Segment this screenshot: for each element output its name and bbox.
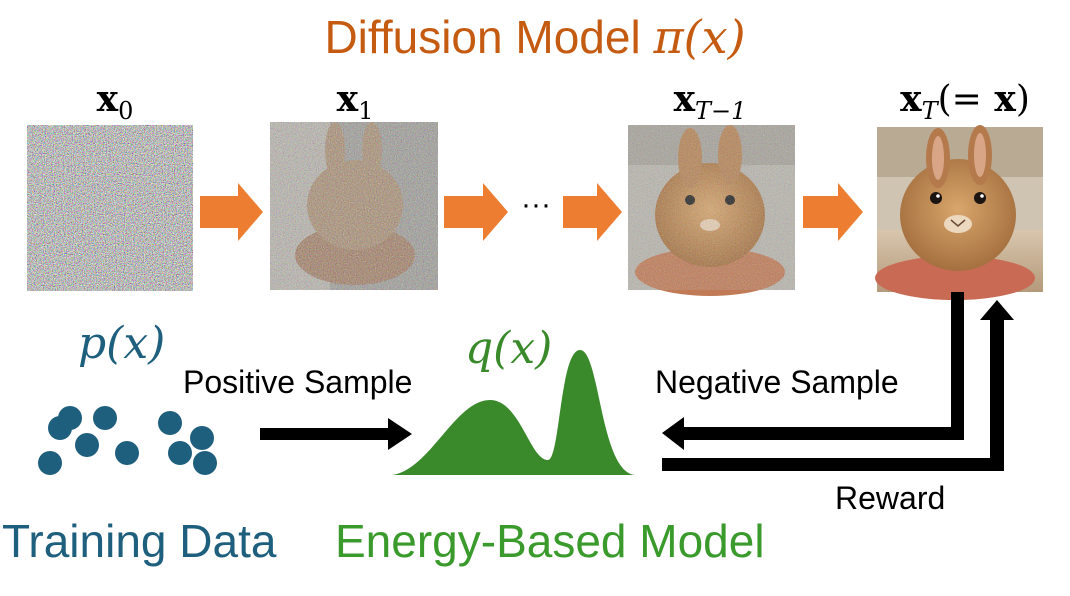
label-xT: 𝐱T(= 𝐱) xyxy=(900,78,1030,126)
image-xT xyxy=(875,125,1043,300)
title-math: π(x) xyxy=(653,10,746,64)
arrow-x0-x1 xyxy=(200,183,263,241)
reward-label: Reward xyxy=(835,480,946,516)
reward-arrow xyxy=(662,300,1014,471)
training-data-label: Training Data xyxy=(2,515,277,567)
title-text: Diffusion Model xyxy=(324,11,654,63)
label-xT-1: 𝐱T−1 xyxy=(673,78,747,126)
training-data-points xyxy=(38,406,217,475)
q-label: q(x) xyxy=(465,323,553,374)
p-label: p(x) xyxy=(78,318,166,369)
ellipsis: ··· xyxy=(521,188,551,221)
arrow-ellipsis-xT-1 xyxy=(563,183,622,241)
energy-based-model-label: Energy-Based Model xyxy=(335,515,765,567)
energy-based-model-density xyxy=(392,350,635,475)
image-x0 xyxy=(27,125,193,291)
image-x1 xyxy=(270,122,438,290)
positive-sample-label: Positive Sample xyxy=(183,364,413,400)
arrow-xT-1-xT xyxy=(803,183,863,241)
image-xT-1 xyxy=(628,125,795,296)
negative-sample-label: Negative Sample xyxy=(655,364,899,400)
label-x0: 𝐱0 xyxy=(96,78,134,126)
diagram-title: Diffusion Model π(x) xyxy=(0,10,1070,64)
positive-sample-arrow xyxy=(260,418,412,450)
arrow-x1-ellipsis xyxy=(444,183,508,241)
negative-sample-arrow xyxy=(662,292,964,450)
label-x1: 𝐱1 xyxy=(336,78,374,126)
